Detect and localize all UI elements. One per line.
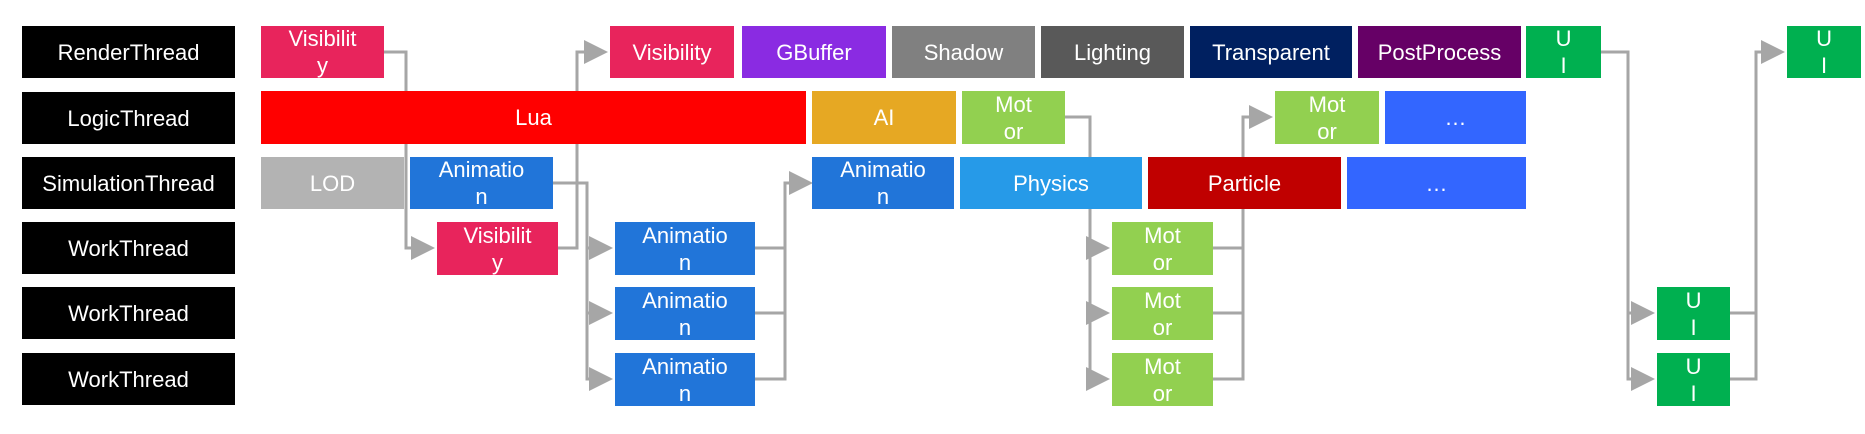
task-work3-ui: UI [1657, 353, 1730, 406]
thread-label-work-2: WorkThread [22, 287, 235, 339]
task-render-lighting: Lighting [1041, 26, 1184, 78]
task-work1-animation: Animation [615, 222, 755, 275]
task-work3-animation: Animation [615, 353, 755, 406]
task-render-visibility-2: Visibility [610, 26, 734, 78]
arrow-work-animation-join [755, 171, 813, 250]
task-sim-particle: Particle [1148, 157, 1341, 209]
task-sim-more: … [1347, 157, 1526, 209]
task-work1-motor: Motor [1112, 222, 1213, 275]
thread-label-work-1: WorkThread [22, 222, 235, 274]
task-sim-physics: Physics [960, 157, 1142, 209]
arrow-render-ui-to-work-ui-2 [1626, 313, 1655, 391]
task-logic-motor-2: Motor [1275, 91, 1379, 144]
task-logic-ai: AI [812, 91, 956, 144]
thread-label-render: RenderThread [22, 26, 235, 78]
task-sim-lod: LOD [261, 157, 404, 209]
task-sim-animation-2: Animation [812, 157, 954, 209]
task-render-ui-1: UI [1526, 26, 1601, 78]
task-render-shadow: Shadow [892, 26, 1035, 78]
arrow-work-ui-to-render-ui [1730, 40, 1785, 315]
arrow-sim-animation-to-work-animation-2 [585, 248, 613, 325]
task-work1-visibility: Visibility [437, 222, 558, 275]
thread-label-logic: LogicThread [22, 92, 235, 144]
arrow-render-ui-to-work-ui-1 [1601, 50, 1655, 325]
task-work3-motor: Motor [1112, 353, 1213, 406]
arrow-sim-animation-to-work-animation-1 [553, 181, 613, 260]
arrow-logic-motor-to-work-motor-2 [1086, 248, 1110, 325]
arrow-logic-motor-to-work-motor-3 [1086, 313, 1110, 391]
task-sim-animation-1: Animation [410, 157, 553, 209]
task-render-visibility: Visibility [261, 26, 384, 78]
task-logic-motor-1: Motor [962, 91, 1065, 144]
arrow-work-visibility-to-render-visibility [558, 40, 608, 250]
task-render-gbuffer: GBuffer [742, 26, 886, 78]
task-work2-animation: Animation [615, 287, 755, 340]
task-work2-ui: UI [1657, 287, 1730, 340]
thread-label-work-3: WorkThread [22, 353, 235, 405]
arrow-sim-animation-to-work-animation-3 [585, 313, 613, 391]
thread-label-simulation: SimulationThread [22, 157, 235, 209]
task-logic-more: … [1385, 91, 1526, 144]
arrow-render-visibility-to-work-visibility [384, 50, 435, 260]
task-render-ui-2: UI [1787, 26, 1861, 78]
task-work2-motor: Motor [1112, 287, 1213, 340]
task-logic-lua: Lua [261, 91, 806, 144]
task-render-postprocess: PostProcess [1358, 26, 1521, 78]
task-render-transparent: Transparent [1190, 26, 1352, 78]
